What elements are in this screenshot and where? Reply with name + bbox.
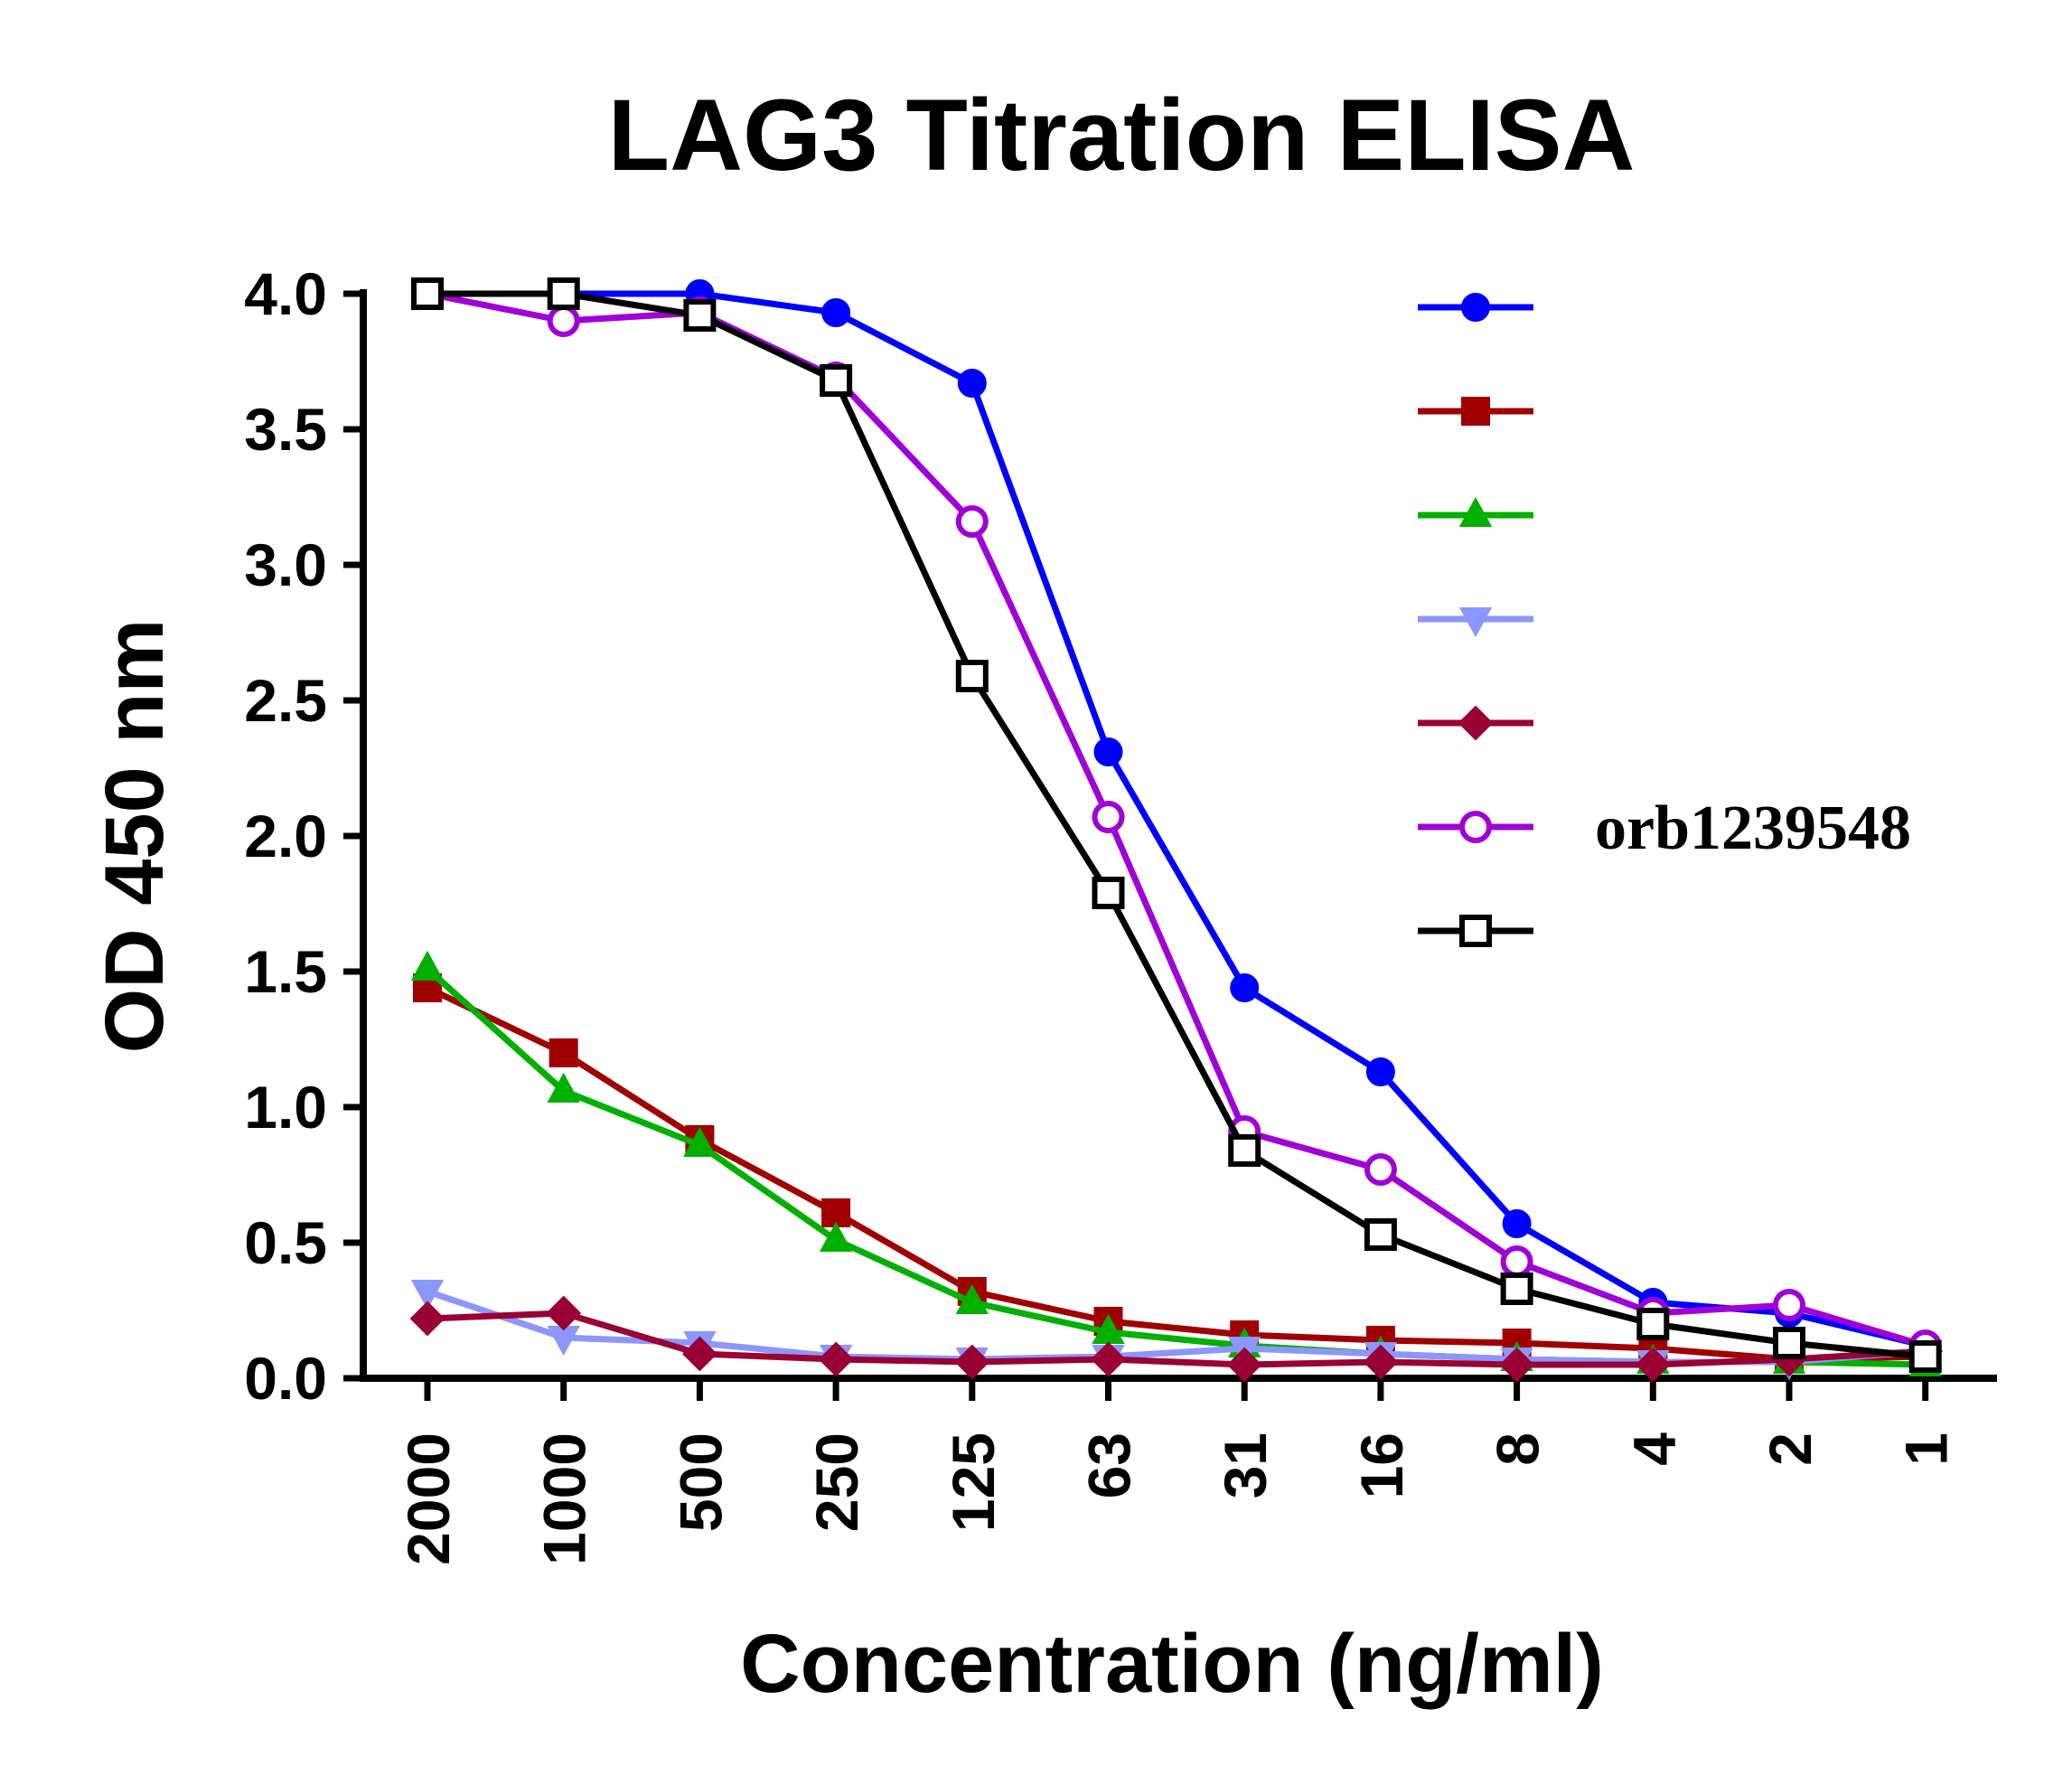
marker — [1226, 1347, 1262, 1383]
y-tick-label: 3.5 — [244, 396, 327, 463]
marker — [820, 364, 853, 397]
x-axis-title: Concentration (ng/ml) — [740, 1618, 1604, 1710]
y-tick-label: 1.5 — [244, 938, 327, 1005]
y-tick-label: 1.0 — [244, 1074, 327, 1141]
marker — [1364, 1218, 1397, 1251]
x-tick-label: 63 — [1076, 1432, 1143, 1498]
marker — [683, 299, 717, 332]
x-tick-label: 250 — [803, 1432, 870, 1532]
marker — [410, 1280, 445, 1310]
marker — [821, 298, 851, 327]
marker — [1502, 1209, 1532, 1238]
legend-marker — [1458, 496, 1493, 527]
y-tick-label: 0.5 — [244, 1209, 327, 1276]
marker — [547, 1072, 580, 1103]
marker — [410, 950, 445, 981]
x-tick-label: 1 — [1893, 1432, 1960, 1466]
series-line — [427, 290, 1927, 1360]
marker — [546, 1295, 582, 1331]
marker — [1228, 1134, 1261, 1167]
marker — [955, 1283, 989, 1314]
legend-marker — [1461, 397, 1490, 426]
x-tick-label: 8 — [1485, 1432, 1552, 1466]
legend-label: orb1239548 — [1595, 794, 1911, 863]
x-tick-label: 16 — [1348, 1432, 1415, 1498]
marker — [547, 305, 580, 337]
marker — [1230, 973, 1260, 1002]
marker — [1093, 737, 1123, 766]
marker — [1773, 1289, 1805, 1321]
x-tick-label: 2000 — [395, 1432, 462, 1565]
marker — [1364, 1153, 1397, 1186]
marker — [955, 660, 989, 692]
legend-marker — [1458, 607, 1493, 638]
chart-title: LAG3 Titration ELISA — [608, 79, 1636, 192]
x-tick-label: 1000 — [531, 1432, 598, 1565]
marker — [548, 1038, 578, 1067]
marker — [954, 1344, 990, 1380]
y-tick-label: 0.0 — [244, 1345, 327, 1412]
marker — [411, 277, 444, 310]
marker — [1092, 877, 1125, 909]
y-tick-label: 2.5 — [244, 667, 327, 734]
marker — [957, 369, 987, 398]
series-line — [426, 984, 1926, 1363]
y-tick-label: 4.0 — [244, 260, 327, 327]
marker — [1773, 1327, 1805, 1359]
legend-marker — [1458, 705, 1494, 741]
marker — [1500, 1245, 1533, 1278]
x-tick-label: 2 — [1757, 1432, 1824, 1466]
marker — [681, 1336, 717, 1372]
marker — [1091, 1341, 1126, 1377]
y-axis-title: OD 450 nm — [89, 619, 181, 1054]
y-tick-label: 3.0 — [244, 531, 327, 598]
marker — [1499, 1347, 1535, 1383]
x-tick-label: 4 — [1620, 1432, 1687, 1466]
marker — [1365, 1057, 1395, 1086]
y-tick-label: 2.0 — [244, 803, 327, 869]
marker — [409, 1301, 445, 1337]
series-line — [427, 1310, 1926, 1368]
x-tick-label: 31 — [1212, 1432, 1279, 1498]
legend-marker — [1459, 915, 1492, 947]
marker — [1908, 1340, 1942, 1373]
legend-marker — [1461, 293, 1490, 322]
marker — [547, 277, 580, 310]
marker — [1092, 801, 1125, 833]
series-line — [427, 290, 1927, 1349]
marker — [683, 1126, 717, 1157]
marker — [1636, 1308, 1670, 1340]
marker — [818, 1341, 854, 1377]
marker — [819, 1221, 853, 1252]
marker — [955, 505, 989, 538]
legend-marker — [1459, 811, 1492, 843]
marker — [1635, 1347, 1671, 1383]
marker — [1500, 1273, 1533, 1305]
x-tick-label: 500 — [667, 1432, 734, 1532]
x-tick-label: 125 — [940, 1432, 1007, 1532]
marker — [1363, 1344, 1399, 1380]
